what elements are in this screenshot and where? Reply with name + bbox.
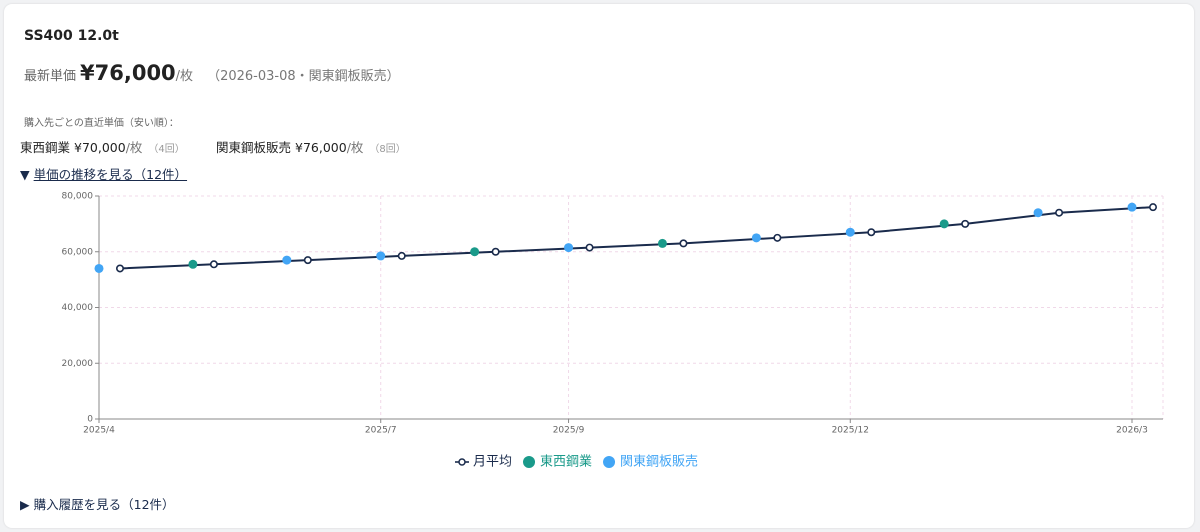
point xyxy=(867,228,876,237)
x-tick-label: 2025/4 xyxy=(83,426,115,436)
x-tick-label: 2025/9 xyxy=(553,426,585,436)
toggle-label[interactable]: 単価の推移を見る（12件） xyxy=(33,167,188,182)
legend-label: 月平均 xyxy=(473,455,512,470)
point xyxy=(282,255,292,265)
y-tick-label: 60,000 xyxy=(62,247,94,257)
trend-toggle[interactable]: ▼ 単価の推移を見る（12件） xyxy=(20,164,187,183)
supplier-name: 関東鋼板販売 xyxy=(216,140,292,155)
point xyxy=(188,259,198,269)
point xyxy=(209,260,218,269)
point xyxy=(679,239,688,248)
point xyxy=(376,251,386,261)
legend-icon xyxy=(458,458,466,466)
y-tick-label: 40,000 xyxy=(62,303,94,313)
y-tick-label: 20,000 xyxy=(62,359,94,369)
supplier: 関東鋼板販売 ¥76,000/枚 （8回） xyxy=(216,137,406,156)
point xyxy=(1127,202,1137,212)
legend-label: 関東鋼板販売 xyxy=(620,454,698,470)
point xyxy=(1033,208,1043,218)
point xyxy=(1055,208,1064,217)
supplier-price: ¥70,000 xyxy=(74,140,126,155)
point xyxy=(491,247,500,256)
point xyxy=(94,263,104,273)
history-toggle[interactable]: ▶ 購入履歴を見る（12件） xyxy=(20,494,175,513)
supplier-count: （4回） xyxy=(148,144,185,155)
toggle-icon: ▶ xyxy=(20,497,30,512)
supplier: 東西鋼業 ¥70,000/枚 （4回） xyxy=(20,137,185,156)
x-tick-label: 2026/3 xyxy=(1116,426,1148,436)
material-title: SS400 12.0t xyxy=(24,28,119,44)
point xyxy=(961,219,970,228)
latest-note: （2026-03-08・関東鋼板販売） xyxy=(207,69,400,84)
y-tick-label: 80,000 xyxy=(62,192,94,202)
point xyxy=(116,264,125,273)
latest-price: 最新単価 ¥76,000/枚 （2026-03-08・関東鋼板販売） xyxy=(24,61,400,85)
x-tick-label: 2025/12 xyxy=(832,426,869,436)
y-tick-label: 0 xyxy=(87,415,93,425)
legend-icon xyxy=(523,456,536,468)
point xyxy=(845,227,855,237)
latest-label: 最新単価 xyxy=(24,69,77,84)
point xyxy=(751,233,761,243)
supplier-count: （8回） xyxy=(369,144,406,155)
suppliers-heading: 購入先ごとの直近単価（安い順）： xyxy=(24,118,179,129)
latest-unit: /枚 xyxy=(175,69,194,84)
point xyxy=(397,251,406,260)
point xyxy=(939,219,949,229)
point xyxy=(470,247,480,257)
point xyxy=(585,243,594,252)
legend-label: 東西鋼業 xyxy=(540,454,592,470)
point xyxy=(564,243,574,253)
point xyxy=(657,238,667,248)
supplier-price: ¥76,000 xyxy=(295,140,347,155)
toggle-label[interactable]: 購入履歴を見る（12件） xyxy=(33,497,175,512)
supplier-unit: /枚 xyxy=(346,140,364,155)
toggle-icon: ▼ xyxy=(20,167,30,182)
point xyxy=(773,233,782,242)
supplier-unit: /枚 xyxy=(125,140,143,155)
x-tick-label: 2025/7 xyxy=(365,426,397,436)
line xyxy=(119,206,1154,270)
supplier-name: 東西鋼業 xyxy=(20,140,71,155)
card: SS400 12.0t 最新単価 ¥76,000/枚 （2026-03-08・関東鋼… xyxy=(4,4,1194,528)
point xyxy=(1149,203,1158,212)
point xyxy=(303,256,312,265)
legend-icon xyxy=(603,456,616,468)
latest-value: ¥76,000 xyxy=(80,61,176,85)
